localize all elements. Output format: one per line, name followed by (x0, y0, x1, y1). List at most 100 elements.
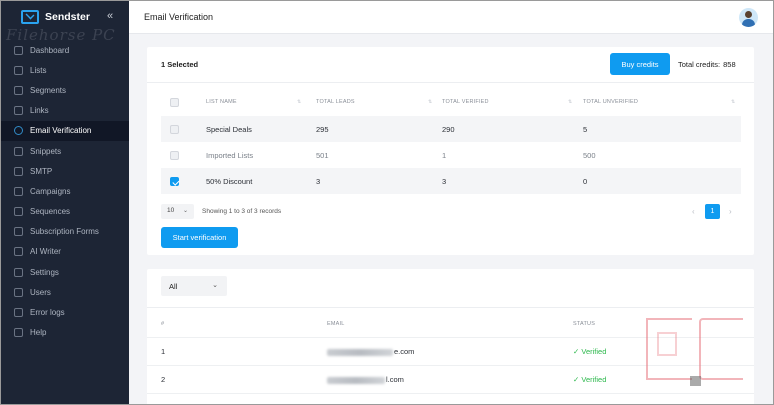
total-credits: Total credits: 858 (678, 60, 736, 69)
col-status: STATUS (573, 321, 596, 327)
avatar[interactable] (739, 8, 758, 27)
total-verified: 3 (442, 177, 447, 186)
results-card: All ⌄ # EMAIL STATUS 1 e.com ✓ Verified 2… (147, 269, 754, 405)
total-verified: 290 (442, 125, 455, 134)
envelope-logo-icon (21, 9, 39, 24)
sidebar-item-campaigns[interactable]: Campaigns (0, 181, 129, 201)
table-row: 2 l.com ✓ Verified (147, 365, 754, 393)
sidebar-item-snippets[interactable]: Snippets (0, 141, 129, 161)
row-checkbox[interactable] (170, 125, 179, 134)
sidebar-item-label: Campaigns (30, 186, 71, 196)
sidebar-item-label: Email Verification (30, 126, 92, 136)
watermark-text: Filehorse PC (6, 26, 116, 44)
chevron-down-icon: ⌄ (212, 282, 218, 289)
email-cell: e.com (327, 347, 414, 356)
sort-icon[interactable]: ⇅ (568, 99, 573, 105)
sidebar-nav: Dashboard Lists Segments Links Email Ver… (0, 40, 129, 343)
brand[interactable]: Sendster (0, 0, 129, 33)
prev-page-icon[interactable]: ‹ (692, 207, 695, 216)
table-row[interactable]: 50% Discount 3 3 0 (161, 168, 741, 194)
status-badge: ✓ Verified (573, 375, 607, 384)
select-all-checkbox[interactable] (170, 98, 179, 107)
sidebar-item-dashboard[interactable]: Dashboard (0, 40, 129, 60)
sequences-icon (14, 207, 23, 217)
sort-icon[interactable]: ⇅ (297, 99, 302, 105)
list-name: Imported Lists (206, 151, 254, 160)
sidebar-item-users[interactable]: Users (0, 282, 129, 302)
sidebar-item-label: Lists (30, 65, 47, 75)
total-unverified: 0 (583, 177, 588, 186)
sidebar-item-subscription-forms[interactable]: Subscription Forms (0, 222, 129, 242)
smtp-icon (14, 166, 23, 176)
error-log-icon (14, 308, 23, 318)
sidebar-item-label: Sequences (30, 207, 71, 217)
sidebar-item-label: Help (30, 328, 47, 338)
records-summary: Showing 1 to 3 of 3 records (202, 208, 282, 215)
sidebar-item-label: Snippets (30, 146, 62, 156)
email-suffix: e.com (394, 347, 415, 356)
user-check-icon (14, 126, 23, 136)
table-row[interactable]: Imported Lists 501 1 500 (161, 142, 741, 168)
row-checkbox[interactable] (170, 151, 179, 160)
start-verification-button[interactable]: Start verification (161, 227, 238, 248)
table-row (147, 393, 754, 405)
sidebar-item-sequences[interactable]: Sequences (0, 202, 129, 222)
collapse-sidebar-icon[interactable]: « (107, 10, 114, 22)
sidebar-item-email-verification[interactable]: Email Verification (0, 120, 129, 141)
sidebar-item-ai-writer[interactable]: AI Writer (0, 242, 129, 262)
sidebar-item-label: SMTP (30, 166, 53, 176)
col-list-name[interactable]: LIST NAME (206, 99, 237, 105)
sidebar-item-label: Segments (30, 85, 67, 95)
sidebar-item-settings[interactable]: Settings (0, 262, 129, 282)
sidebar-item-lists[interactable]: Lists (0, 60, 129, 80)
sort-icon[interactable]: ⇅ (428, 99, 433, 105)
total-unverified: 5 (583, 125, 588, 134)
table-row: 1 e.com ✓ Verified (147, 337, 754, 365)
sidebar-item-segments[interactable]: Segments (0, 80, 129, 100)
email-cell: l.com (327, 375, 404, 384)
redacted-email (327, 348, 393, 356)
status-filter-select[interactable]: All ⌄ (161, 276, 227, 296)
credits-label: Total credits: (678, 60, 721, 69)
next-page-icon[interactable]: › (729, 207, 732, 216)
snippets-icon (14, 146, 23, 156)
per-page-select[interactable]: 10 ⌄ (161, 204, 194, 219)
col-total-unverified[interactable]: TOTAL UNVERIFIED (583, 99, 639, 105)
table-row[interactable]: Special Deals 295 290 5 (161, 116, 741, 142)
redacted-email (327, 376, 385, 384)
total-leads: 295 (316, 125, 329, 134)
lists-card: 1 Selected Buy credits Total credits: 858… (147, 47, 754, 255)
link-icon (14, 106, 23, 116)
sidebar-item-label: Links (30, 106, 49, 116)
megaphone-icon (14, 186, 23, 196)
per-page-value: 10 (167, 207, 175, 214)
buy-credits-button[interactable]: Buy credits (610, 53, 670, 75)
col-total-leads[interactable]: TOTAL LEADS (316, 99, 355, 105)
page-1-button[interactable]: 1 (705, 204, 720, 219)
divider (147, 82, 754, 83)
list-name: 50% Discount (206, 177, 253, 186)
row-number: 2 (161, 375, 166, 384)
sidebar-item-label: Dashboard (30, 45, 70, 55)
brand-name: Sendster (45, 10, 90, 23)
lists-table-header: LIST NAME ⇅ TOTAL LEADS ⇅ TOTAL VERIFIED… (161, 95, 741, 111)
row-checkbox-checked[interactable] (170, 177, 179, 186)
filter-value: All (169, 282, 178, 291)
email-suffix: l.com (386, 375, 404, 384)
sidebar-item-label: Error logs (30, 308, 65, 318)
sidebar-item-links[interactable]: Links (0, 101, 129, 121)
sidebar: Sendster « Filehorse PC Dashboard Lists … (0, 0, 129, 405)
col-total-verified[interactable]: TOTAL VERIFIED (442, 99, 489, 105)
list-icon (14, 65, 23, 75)
credits-value: 858 (723, 60, 736, 69)
sidebar-item-help[interactable]: Help (0, 323, 129, 343)
sidebar-item-label: Users (30, 287, 51, 297)
sort-icon[interactable]: ⇅ (731, 99, 736, 105)
top-header: Email Verification (129, 0, 774, 34)
status-badge: ✓ Verified (573, 347, 607, 356)
sidebar-item-smtp[interactable]: SMTP (0, 161, 129, 181)
help-icon (14, 328, 23, 338)
total-leads: 3 (316, 177, 321, 186)
sidebar-item-error-logs[interactable]: Error logs (0, 302, 129, 322)
dashboard-icon (14, 45, 23, 55)
